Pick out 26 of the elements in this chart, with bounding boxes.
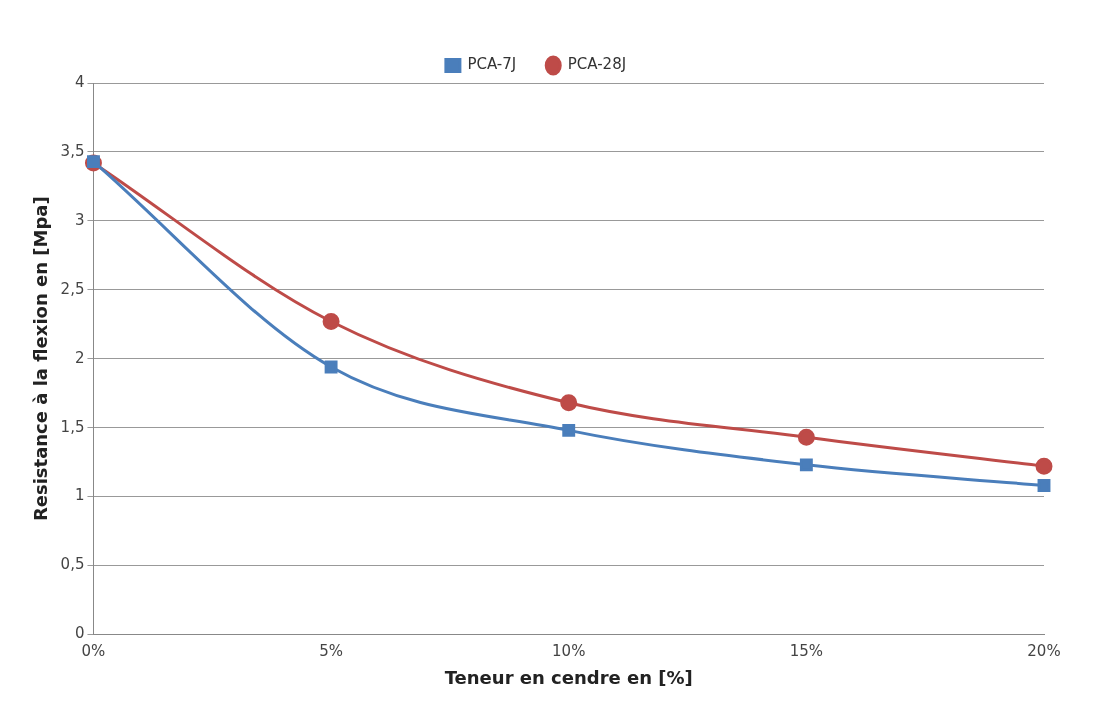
y-tick-label: 0,5 [60,555,85,574]
point [799,458,813,472]
y-tick-label: 1,5 [60,417,85,436]
y-tick-label: 3 [74,210,85,229]
point [797,428,815,446]
point [560,394,578,412]
point [562,423,576,437]
y-tick-label: 2 [74,348,85,367]
x-tick-label: 5% [319,642,343,661]
point [324,360,338,374]
x-tick-label: 15% [789,642,824,661]
point [1035,457,1053,475]
y-tick-label: 0 [74,624,85,643]
x-tick-label: 10% [552,642,586,661]
point [1037,479,1051,492]
y-tick-label: 3,5 [60,141,85,160]
y-axis-title: Resistance à la flexion en [Mpa] [30,196,52,522]
point [322,312,340,330]
legend-label: PCA-7J [467,55,517,74]
y-tick-label: 2,5 [60,279,85,298]
x-tick-label: 0% [81,642,106,661]
x-tick-label: 20% [1027,642,1061,661]
x-axis-title: Teneur en cendre en [%] [444,666,693,688]
y-tick-label: 1 [74,486,85,505]
legend-label: PCA-28J [567,55,627,74]
y-tick-label: 4 [74,72,85,91]
